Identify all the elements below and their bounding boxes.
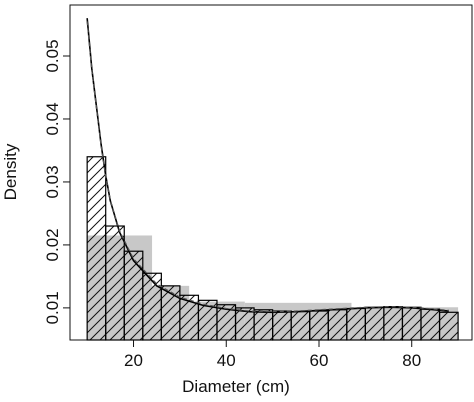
histogram-bar: [253, 309, 274, 341]
y-tick-label: 0.03: [43, 165, 62, 198]
histogram-bar: [86, 156, 107, 341]
histogram-bar: [123, 250, 144, 341]
histogram-bar: [383, 306, 404, 341]
x-tick-label: 20: [124, 351, 143, 370]
histogram-bar: [438, 311, 459, 341]
y-axis-label: Density: [1, 143, 20, 200]
histogram-bar: [327, 309, 348, 341]
histogram-bar: [364, 306, 385, 341]
y-tick-label: 0.05: [43, 39, 62, 72]
histogram-bar: [105, 225, 125, 341]
y-tick-label: 0.02: [43, 228, 62, 261]
x-tick-label: 40: [217, 351, 236, 370]
x-axis-label: Diameter (cm): [182, 377, 290, 396]
x-tick-label: 60: [310, 351, 329, 370]
histogram-bar: [420, 308, 441, 341]
histogram-bar: [272, 310, 292, 341]
x-tick-label: 80: [402, 351, 421, 370]
density-curve: [86, 21, 449, 313]
density-curve: [86, 18, 449, 314]
y-tick-label: 0.04: [43, 102, 62, 135]
histogram-bar: [346, 307, 366, 341]
histogram-bar: [142, 272, 162, 341]
histogram-bar: [309, 310, 329, 341]
histogram-bar: [401, 306, 422, 341]
histogram-bar: [290, 311, 311, 341]
y-tick-label: 0.01: [43, 291, 62, 324]
histogram-bar: [234, 307, 255, 341]
